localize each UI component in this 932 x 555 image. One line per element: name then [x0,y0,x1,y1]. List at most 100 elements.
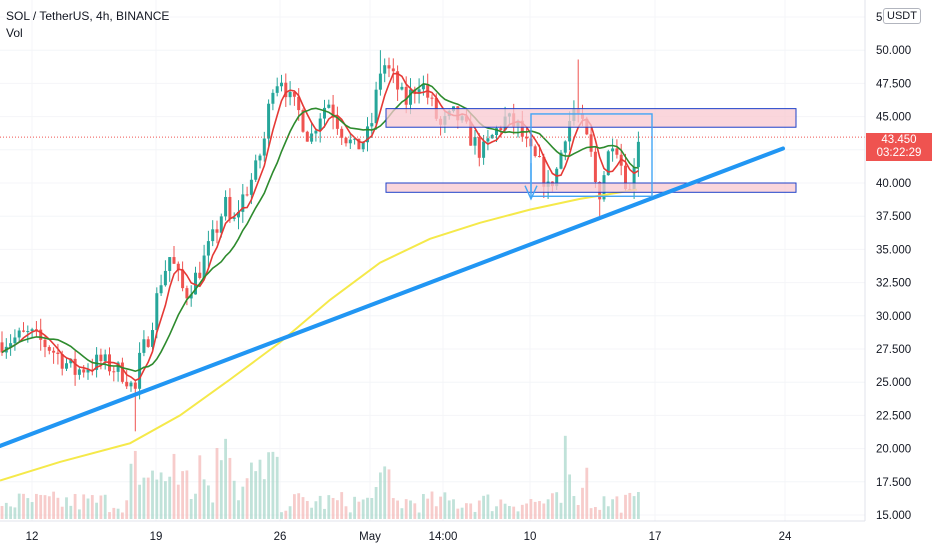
volume-bar [538,501,541,519]
candle-body [185,288,189,299]
candle-body [409,89,412,105]
candle-body [120,362,124,382]
volume-bar [563,435,567,519]
volume-bar [576,504,580,519]
candle-body [357,138,361,150]
last-price-value: 43.450 [881,134,917,146]
candle-body [490,135,494,139]
candle-body [340,128,344,138]
volume-bar [422,494,425,519]
candle-body [86,369,90,373]
volume-bar [275,456,279,519]
candle-body [202,255,206,278]
y-tick-label: 27.500 [876,344,911,356]
drawings[interactable] [0,108,865,448]
volume-bar [47,496,51,519]
volume-bar [357,501,361,519]
currency-badge[interactable]: USDT [883,8,921,24]
volume-bar [482,495,485,519]
candle-body [194,272,197,295]
ma-fast-line [1,72,639,382]
x-tick-label: May [359,531,381,543]
volume-bar [146,477,150,519]
candle-body [151,330,154,347]
volume-bar [585,467,589,519]
candle-body [215,229,219,233]
candle-body [9,343,13,347]
volume-bar [305,500,309,519]
y-tick-label: 47.500 [876,78,911,90]
candle-body [473,137,477,146]
volume-bar [430,491,434,519]
candle-body [232,217,236,219]
volume-bar [164,481,167,519]
volume-bar [30,502,34,519]
y-tick-label: 15.000 [876,510,911,522]
volume-bar [366,497,369,519]
volume-bar [155,479,159,519]
candle-body [176,263,180,270]
volume-bar [348,512,352,519]
candle-body [606,151,610,176]
volume-bar [108,512,111,519]
volume-bar [465,503,468,519]
volume-bar [344,506,348,519]
y-tick-label: 20.000 [876,444,911,456]
legend: SOL / TetherUS, 4h, BINANCE Vol [6,8,169,42]
volume-bar [611,499,614,519]
volume-bar [327,495,331,519]
volume-bar [323,508,326,519]
candle-body [327,104,331,108]
volume-bar [370,498,374,519]
candle-body [636,141,640,168]
candle-body [271,92,275,104]
volume-bar [138,484,141,519]
candle-body [430,97,434,99]
volume-bar [336,500,339,519]
candle-body [396,71,400,90]
candle-body [555,168,559,187]
candle-body [284,82,288,98]
candle-body [404,86,408,105]
y-tick-label: 32.500 [876,278,911,290]
candle-body [249,179,253,195]
volume-bar [581,487,584,519]
volume-bar [606,506,610,519]
candle-body [245,194,249,196]
volume-bar [241,486,245,519]
volume-bar [9,506,12,519]
candle-body [99,354,103,362]
candle-body [568,120,572,142]
volume-bar [189,499,193,519]
candle-body [314,130,318,134]
volume-bar [22,493,25,519]
volume-bar [409,500,412,519]
volume-bar [13,507,17,519]
volume-bar [60,506,64,519]
volume-bar [318,495,322,519]
candle-body [267,103,271,139]
volume-bar [73,493,77,519]
volume-bar [495,506,498,519]
volume-bar [125,500,129,519]
candle-body [172,257,176,264]
volume-bar [26,498,30,519]
y-tick-label: 22.500 [876,410,911,422]
candle-body [13,337,17,344]
volume-bar [103,494,107,519]
volume-bar [400,508,404,519]
candle-body [95,354,99,370]
volume-indicator-label[interactable]: Vol [6,26,23,40]
candle-body [318,118,322,131]
volume-bar [374,486,378,519]
volume-bar [452,499,455,519]
volume-bar [555,492,559,519]
volume-bar [460,507,464,519]
candle-body [47,347,51,351]
volume-bar [116,508,120,519]
volume-bar [65,497,68,519]
volume-bar [473,511,477,519]
candle-body [391,68,395,72]
